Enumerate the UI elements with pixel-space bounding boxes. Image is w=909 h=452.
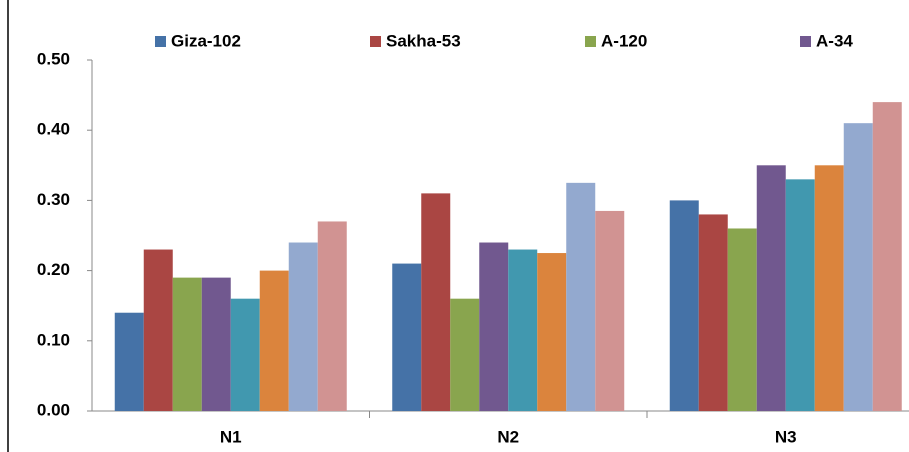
y-tick-label: 0.40 [37,120,70,139]
bar [595,210,625,411]
bar [872,102,902,412]
bar [392,263,422,411]
bar [698,214,728,411]
legend-label: Sakha-53 [386,31,461,50]
bar [259,270,289,411]
x-tick-label: N1 [220,427,242,446]
bar [669,200,699,411]
bar [450,298,480,411]
bar [566,182,596,411]
x-tick-label: N2 [497,427,519,446]
bar [727,228,757,411]
legend-swatch [585,36,596,47]
bar [317,221,347,411]
bar [421,193,451,411]
legend-label: A-120 [601,31,647,50]
legend-label: Giza-102 [171,31,241,50]
y-tick-label: 0.50 [37,49,70,68]
bar [230,298,260,411]
y-tick-label: 0.10 [37,330,70,349]
y-tick-label: 0.20 [37,260,70,279]
y-tick-label: 0.00 [37,400,70,419]
legend-swatch [370,36,381,47]
bar [288,242,318,411]
y-tick-label: 0.30 [37,190,70,209]
legend-swatch [800,36,811,47]
bar [201,277,231,411]
x-tick-label: N3 [775,427,797,446]
bar [172,277,202,411]
legend-swatch [155,36,166,47]
bar [756,165,786,411]
bar [508,249,538,411]
legend-label: A-34 [816,31,853,50]
bar [143,249,173,411]
bar [814,165,844,411]
bar [785,179,815,411]
bar [843,123,873,412]
bar [537,253,567,411]
bar [114,312,144,411]
bar [479,242,509,411]
